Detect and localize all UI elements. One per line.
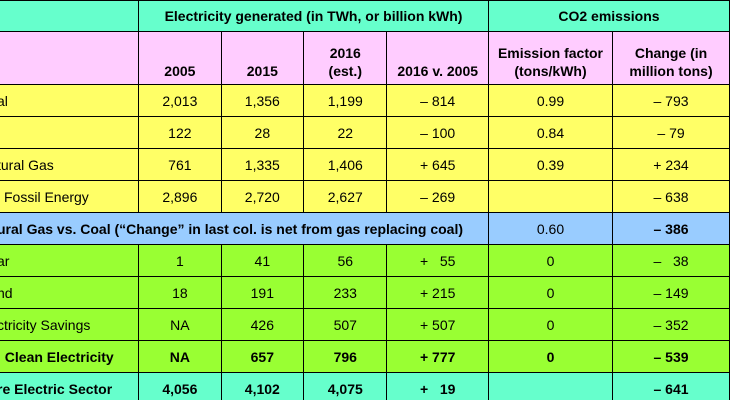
electricity-header: Electricity generated (in TWh, or billio… [138,0,489,32]
cell-factor: 0 [487,308,614,341]
gas-vs-coal-row: ural Gas vs. Coal (“Change” in last col.… [0,212,730,245]
cell-2016: 796 [303,340,388,373]
cell-2005: NA [138,308,222,341]
row-label: l Clean Electricity [0,340,140,373]
cell-2005: 122 [138,116,222,149]
table-row: nd 18 191 233 + 215 0 – 149 [0,276,730,309]
clean-total-row: l Clean Electricity NA 657 796 + 777 0 –… [0,340,730,373]
row-label: nd [0,276,140,309]
cell-2016: 1,406 [303,148,388,181]
cell-vs: + 645 [386,148,489,181]
cell-vs: + 777 [386,340,489,373]
co2-header: CO2 emissions [487,0,731,32]
cell-2016: 2,627 [303,180,388,213]
cell-factor: 0 [487,244,614,277]
col-2005-header: 2005 [138,31,222,85]
cell-change: – 793 [612,84,730,117]
cell-change: – 641 [612,372,730,400]
header-row-top: Electricity generated (in TWh, or billio… [0,0,731,32]
table-row: ctricity Savings NA 426 507 + 507 0 – 35… [0,308,730,341]
row-label: tural Gas [0,148,140,181]
col-vs-header: 2016 v. 2005 [386,31,489,85]
cell-factor: 0 [487,340,614,373]
cell-2005: 1 [138,244,222,277]
row-label: ar [0,244,140,277]
cell-2016: 1,199 [303,84,388,117]
col-change-header: Change (in million tons) [612,31,730,85]
cell-2015: 4,102 [220,372,305,400]
table-row: l Fossil Energy 2,896 2,720 2,627 – 269 … [0,180,730,213]
cell-change: – 352 [612,308,730,341]
header-row-columns: 2005 2015 2016 (est.) 2016 v. 2005 Emissi… [0,31,730,85]
cell-2015: 2,720 [220,180,305,213]
cell-factor: 0.99 [487,84,614,117]
cell-2016: 4,075 [303,372,388,400]
cell-change: – 539 [612,340,730,373]
cell-2005: 2,013 [138,84,222,117]
cell-2005: 761 [138,148,222,181]
cell-factor [487,372,614,400]
row-label: re Electric Sector [0,372,140,400]
row-label: ctricity Savings [0,308,140,341]
col-factor-header: Emission factor (tons/kWh) [487,31,614,85]
table-row: ar 1 41 56 + 55 0 – 38 [0,244,730,277]
cell-2015: 41 [220,244,305,277]
cell-2015: 28 [220,116,305,149]
cell-factor: 0 [487,276,614,309]
col-2015-header: 2015 [220,31,305,85]
cell-2015: 1,335 [220,148,305,181]
cell-vs: – 100 [386,116,489,149]
gas-vs-coal-label: ural Gas vs. Coal (“Change” in last col.… [0,212,489,245]
sector-total-row: re Electric Sector 4,056 4,102 4,075 + 1… [0,372,730,400]
cell-2015: 1,356 [220,84,305,117]
cell-2005: 18 [138,276,222,309]
cell-2015: 426 [220,308,305,341]
col-2016-header: 2016 (est.) [303,31,388,85]
cell-change: + 234 [612,148,730,181]
cell-vs: + 215 [386,276,489,309]
cell-factor: 0.84 [487,116,614,149]
cell-change: – 79 [612,116,730,149]
row-label: l Fossil Energy [0,180,140,213]
cell-vs: + 19 [386,372,489,400]
cell-change: – 386 [612,212,730,245]
cell-2005: 4,056 [138,372,222,400]
cell-factor [487,180,614,213]
cell-change: – 38 [612,244,730,277]
cell-2015: 191 [220,276,305,309]
cell-vs: – 269 [386,180,489,213]
cell-2016: 233 [303,276,388,309]
cell-vs: + 55 [386,244,489,277]
cell-change: – 638 [612,180,730,213]
cell-2005: 2,896 [138,180,222,213]
cell-factor: 0.39 [487,148,614,181]
header-blank [0,0,140,32]
cell-change: – 149 [612,276,730,309]
cell-2016: 56 [303,244,388,277]
cell-2015: 657 [220,340,305,373]
header-blank-2 [0,31,140,85]
cell-2016: 507 [303,308,388,341]
row-label: al [0,84,140,117]
cell-vs: – 814 [386,84,489,117]
cell-2016: 22 [303,116,388,149]
table-row: tural Gas 761 1,335 1,406 + 645 0.39 + 2… [0,148,730,181]
row-label [0,116,140,149]
cell-vs: + 507 [386,308,489,341]
cell-2005: NA [138,340,222,373]
table-row: al 2,013 1,356 1,199 – 814 0.99 – 793 [0,84,730,117]
table-row: 122 28 22 – 100 0.84 – 79 [0,116,730,149]
cell-factor: 0.60 [487,212,614,245]
